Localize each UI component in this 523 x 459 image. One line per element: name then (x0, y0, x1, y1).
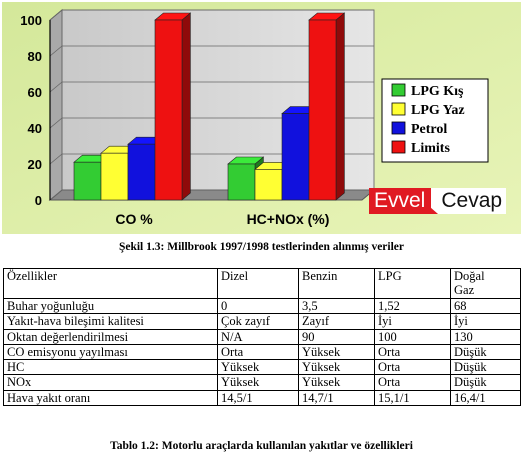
table-cell: Buhar yoğunluğu (3, 297, 218, 315)
y-tick-label: 20 (28, 157, 42, 172)
table-row: Hava yakıt oranı 14,5/1 14,7/1 15,1/1 16,4/1 (3, 389, 521, 407)
table-cell: 14,5/1 (217, 389, 299, 407)
table-header-cell: Özellikler (3, 268, 218, 299)
table-cell: Orta (374, 359, 451, 376)
bar (308, 19, 337, 201)
chart-side-wall (49, 8, 63, 202)
y-tick-label: 0 (35, 193, 42, 208)
x-category-label: HC+NOx (%) (247, 211, 330, 227)
gridline (49, 117, 63, 129)
table-cell: Düşük (450, 374, 521, 391)
emissions-chart: 0 20 40 60 80 100 CO % HC+NOx (%) LPG Kış LPG Ya… (2, 2, 521, 234)
watermark-part2: Cevap (431, 188, 507, 214)
table-row: CO emisyonu yayılması Orta Yüksek Orta Düşük (3, 343, 521, 361)
bar (254, 169, 283, 201)
table-cell: HC (3, 359, 218, 376)
table-cell: 68 (450, 297, 521, 315)
figure-caption: Şekil 1.3: Millbrook 1997/1998 testlerin… (118, 241, 405, 253)
table-row: Yakıt-hava bileşimi kalitesi Çok zayıf Zay… (3, 313, 521, 330)
table-cell: Yakıt-hava bileşimi kalitesi (3, 313, 218, 330)
table-row: Oktan değerlendirilmesi N/A 90 100 130 (3, 328, 521, 345)
table-cell: Zayıf (298, 313, 375, 330)
bar (154, 19, 183, 201)
gridline (49, 81, 63, 93)
table-cell: 3,5 (298, 297, 375, 315)
legend-swatch (391, 121, 406, 135)
table-cell: 0 (217, 297, 299, 315)
bar (100, 152, 129, 201)
chart-canvas: 0 20 40 60 80 100 CO % HC+NOx (%) LPG Kış LPG Ya… (2, 2, 521, 234)
x-category-label: CO % (115, 211, 153, 227)
table-row: HC Yüksek Yüksek Orta Düşük (3, 359, 521, 376)
table-cell: Yüksek (298, 374, 375, 391)
table-row: Buhar yoğunluğu 0 3,5 1,52 68 (3, 297, 521, 315)
legend-swatch (391, 140, 406, 154)
bar-side (335, 12, 345, 201)
watermark-part1: Evvel (369, 188, 439, 214)
table-cell: Düşük (450, 343, 521, 361)
bar (281, 113, 310, 201)
table-header-label: Doğal Gaz (454, 269, 485, 298)
fuel-properties-table: Özellikler Dizel Benzin LPG Doğal Gaz Buhar y… (3, 268, 521, 407)
legend-label: LPG Yaz (411, 103, 465, 118)
table-cell: İyi (450, 313, 521, 330)
table-cell: 130 (450, 328, 521, 345)
table-cell: Yüksek (217, 374, 299, 391)
table-cell: 100 (374, 328, 451, 345)
table-cell: 15,1/1 (374, 389, 451, 407)
legend: LPG Kış LPG Yaz Petrol Limits (381, 78, 489, 163)
table-cell: Orta (374, 343, 451, 361)
legend-label: Petrol (411, 122, 447, 137)
table-header-label: Benzin (302, 269, 338, 284)
table-cell: Oktan değerlendirilmesi (3, 328, 218, 345)
bar-side (181, 12, 191, 201)
gridline (49, 189, 63, 201)
table-header-label: Özellikler (7, 269, 57, 284)
table-cell: Düşük (450, 359, 521, 376)
table-cell: 1,52 (374, 297, 451, 315)
gridline (49, 153, 63, 165)
table-header-label: LPG (378, 269, 402, 284)
legend-swatch (391, 83, 406, 97)
table-cell: Yüksek (298, 343, 375, 361)
table-cell: Yüksek (298, 359, 375, 376)
table-cell: CO emisyonu yayılması (3, 343, 218, 361)
table-header-cell: LPG (374, 268, 451, 299)
gridline (49, 45, 63, 57)
table-header-label: Dizel (221, 269, 249, 284)
table-cell: Orta (217, 343, 299, 361)
y-tick-label: 100 (20, 13, 42, 28)
y-tick-label: 60 (28, 85, 42, 100)
table-cell: Çok zayıf (217, 313, 299, 330)
table-cell: 14,7/1 (298, 389, 375, 407)
bar (73, 161, 102, 201)
legend-label: LPG Kış (411, 84, 464, 99)
legend-label: Limits (411, 141, 450, 156)
table-header-cell: Benzin (298, 268, 375, 299)
table-cell: İyi (374, 313, 451, 330)
table-cell: 90 (298, 328, 375, 345)
table-caption: Tablo 1.2: Motorlu araçlarda kullanılan … (110, 440, 413, 452)
table-header-cell: Doğal Gaz (450, 268, 521, 299)
table-cell: Orta (374, 374, 451, 391)
table-cell: N/A (217, 328, 299, 345)
table-row: NOx Yüksek Yüksek Orta Düşük (3, 374, 521, 391)
table-header-row: Özellikler Dizel Benzin LPG Doğal Gaz (3, 268, 521, 299)
table-cell: NOx (3, 374, 218, 391)
y-tick-label: 80 (28, 49, 42, 64)
table-cell: 16,4/1 (450, 389, 521, 407)
legend-swatch (391, 102, 406, 116)
table-cell: Yüksek (217, 359, 299, 376)
bar (227, 163, 256, 201)
bar (127, 143, 156, 201)
y-tick-label: 40 (28, 121, 42, 136)
table-header-cell: Dizel (217, 268, 299, 299)
watermark-logo: Evvel Cevap (369, 188, 507, 214)
gridline (49, 9, 63, 21)
table-cell: Hava yakıt oranı (3, 389, 218, 407)
